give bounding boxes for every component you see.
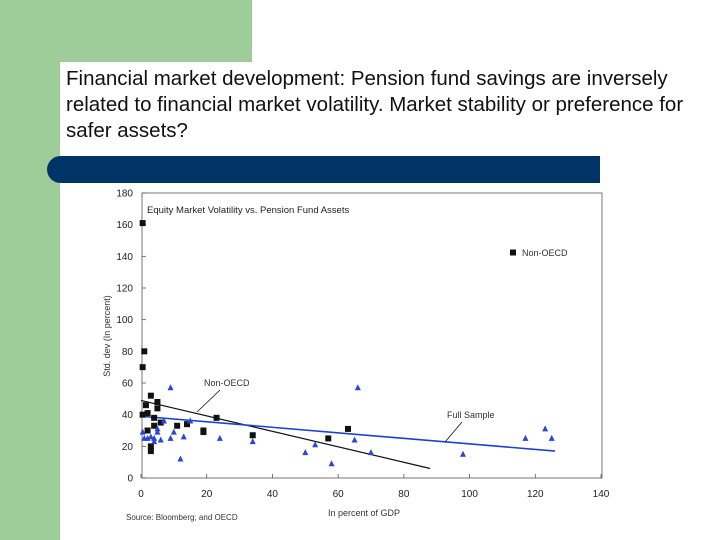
oecd-triangle-point (167, 384, 174, 391)
non-oecd-square-point (151, 414, 158, 421)
x-tick-label: 0 (138, 489, 144, 500)
trend-lines (140, 399, 556, 470)
y-tick-label: 40 (122, 410, 134, 421)
x-tick-label: 80 (398, 489, 410, 500)
x-tick-label: 100 (461, 489, 478, 500)
oecd-triangle-point (302, 449, 309, 456)
non-oecd-trend-line (140, 399, 431, 470)
oecd-triangle-point (154, 425, 161, 432)
title-divider-band (47, 156, 600, 183)
y-tick-label: 180 (116, 189, 133, 200)
non-oecd-square-point (157, 419, 164, 426)
y-tick-label: 0 (127, 474, 133, 485)
non-oecd-square-point (147, 392, 154, 399)
non-oecd-square-point (147, 443, 154, 450)
green-side-bar (0, 0, 60, 540)
x-axis-ticks: 0 20 40 60 80 100 120 140 (138, 474, 610, 500)
non-oecd-square-point (325, 435, 332, 442)
annotation-full-sample-pointer (444, 421, 463, 443)
annotation-full-sample: Full Sample (447, 410, 495, 420)
slide-title: Financial market development: Pension fu… (66, 67, 684, 142)
y-tick-label: 120 (116, 284, 133, 295)
annotation-non-oecd-pointer (196, 389, 221, 413)
oecd-triangle-point (167, 434, 174, 441)
non-oecd-square-point (213, 414, 220, 421)
non-oecd-square-point (151, 422, 158, 429)
x-tick-label: 20 (201, 489, 213, 500)
y-tick-label: 60 (122, 379, 134, 390)
x-axis-label: In percent of GDP (328, 508, 400, 518)
source-note: Source: Bloomberg; and OECD (126, 513, 238, 522)
oecd-triangle-point (139, 428, 146, 435)
oecd-triangle-point (216, 434, 223, 441)
non-oecd-square-point (142, 402, 149, 409)
y-tick-label: 20 (122, 442, 134, 453)
non-oecd-square-point (139, 364, 146, 371)
oecd-triangle-point (157, 436, 164, 443)
non-oecd-square-point (154, 405, 161, 412)
oecd-triangle-point (351, 436, 358, 443)
non-oecd-square-point (345, 425, 351, 432)
non-oecd-square-point (139, 220, 146, 227)
y-axis-ticks: 0 20 40 60 80 100 120 140 160 180 (116, 189, 146, 485)
chart-title: Equity Market Volatility vs. Pension Fun… (147, 205, 349, 216)
non-oecd-square-point (139, 411, 146, 418)
oecd-triangle-point (187, 417, 194, 424)
oecd-triangle-point (368, 449, 374, 456)
oecd-triangle-point (354, 384, 361, 391)
y-axis-label: Std. dev (In percent) (102, 295, 112, 377)
non-oecd-square-point (147, 448, 154, 455)
x-tick-label: 120 (527, 489, 544, 500)
oecd-triangle-point (161, 417, 167, 424)
oecd-triangle-point (180, 433, 187, 440)
x-tick-label: 140 (593, 489, 610, 500)
oecd-triangle-point (328, 460, 335, 467)
legend-square-marker (510, 249, 516, 256)
green-corner-block (0, 0, 252, 62)
full-sample-trend-line (140, 415, 556, 452)
non-oecd-square-point (200, 429, 207, 436)
oecd-triangle-point (548, 434, 555, 441)
oecd-triangle-point (522, 434, 529, 441)
non-oecd-square-point (141, 348, 148, 355)
non-oecd-square-point (144, 410, 151, 417)
non-oecd-square-point (184, 421, 190, 428)
plot-frame (141, 192, 603, 479)
x-tick-label: 40 (267, 489, 279, 500)
data-markers (139, 220, 555, 467)
non-oecd-square-point (249, 432, 256, 439)
oecd-triangle-point (249, 438, 256, 445)
non-oecd-square-point (144, 427, 151, 434)
y-tick-label: 140 (116, 252, 133, 263)
x-tick-label: 60 (333, 489, 345, 500)
oecd-triangle-point (177, 455, 184, 462)
oecd-triangle-point (312, 441, 319, 448)
legend-label: Non-OECD (522, 248, 568, 258)
y-tick-label: 100 (116, 315, 133, 326)
oecd-triangle-point (151, 438, 158, 445)
oecd-triangle-point (542, 425, 549, 432)
annotation-non-oecd: Non-OECD (204, 378, 250, 388)
y-tick-label: 160 (116, 220, 133, 231)
oecd-triangle-point (151, 434, 158, 441)
non-oecd-square-point (174, 422, 181, 429)
oecd-triangle-point (147, 433, 154, 440)
oecd-triangle-point (144, 434, 151, 441)
oecd-triangle-point (460, 450, 466, 457)
oecd-triangle-point (170, 428, 177, 435)
non-oecd-square-point (154, 399, 161, 405)
y-tick-label: 80 (122, 347, 134, 358)
oecd-triangle-point (154, 428, 161, 435)
